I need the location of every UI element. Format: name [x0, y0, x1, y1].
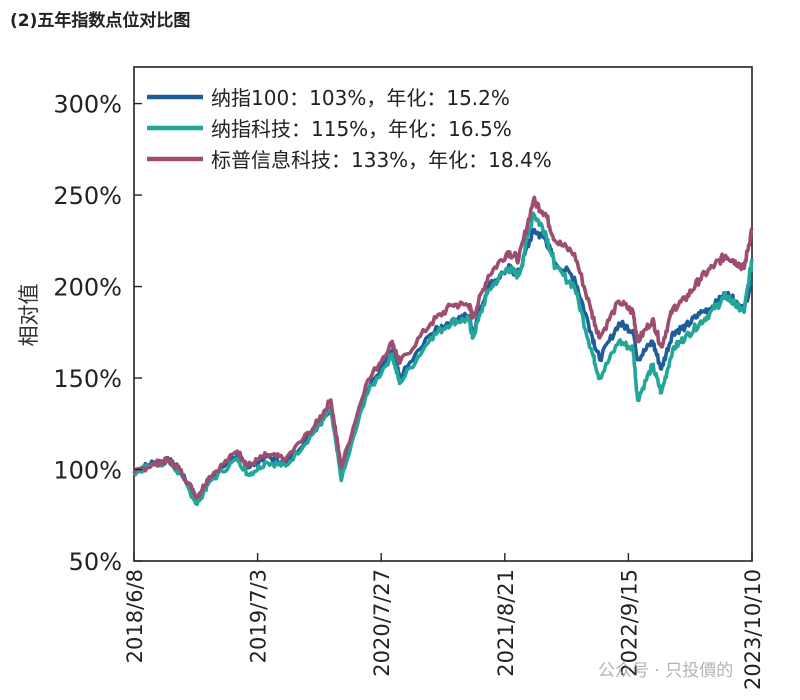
- legend-label-2: 标普信息科技：133%，年化：18.4%: [211, 148, 552, 172]
- axis-layer: 50% 100% 150% 200% 250% 300% 2018/6/8 2019/7/3 2…: [53, 91, 765, 690]
- plot-frame: [133, 66, 753, 562]
- watermark: 公众号 · 只投價的: [598, 661, 734, 681]
- x-tick-label: 2022/9/15: [617, 569, 641, 677]
- series-layer: [132, 195, 754, 507]
- legend: 纳指100：103%，年化：15.2% 纳指科技：115%，年化：16.5% 标普信…: [147, 86, 552, 172]
- x-tick-label: 2023/10/10: [741, 569, 765, 690]
- legend-label-0: 纳指100：103%，年化：15.2%: [211, 86, 510, 110]
- y-axis-label: 相对值: [17, 284, 41, 347]
- x-tick-label: 2019/7/3: [247, 569, 271, 663]
- y-tick-label: 50%: [69, 548, 122, 576]
- y-tick-label: 150%: [53, 365, 122, 393]
- x-tick-label: 2018/6/8: [123, 569, 147, 663]
- legend-label-1: 纳指科技：115%，年化：16.5%: [211, 117, 512, 141]
- x-tick-label: 2020/7/27: [370, 569, 394, 677]
- y-tick-label: 300%: [53, 91, 122, 119]
- x-tick-label: 2021/8/21: [494, 569, 518, 677]
- y-tick-label: 100%: [53, 457, 122, 485]
- y-tick-label: 250%: [53, 182, 122, 210]
- series-line-1: [132, 211, 754, 507]
- page-heading: (2)五年指数点位对比图: [10, 11, 191, 31]
- y-tick-label: 200%: [53, 274, 122, 302]
- series-line-2: [132, 195, 754, 500]
- series-line-0: [132, 227, 754, 501]
